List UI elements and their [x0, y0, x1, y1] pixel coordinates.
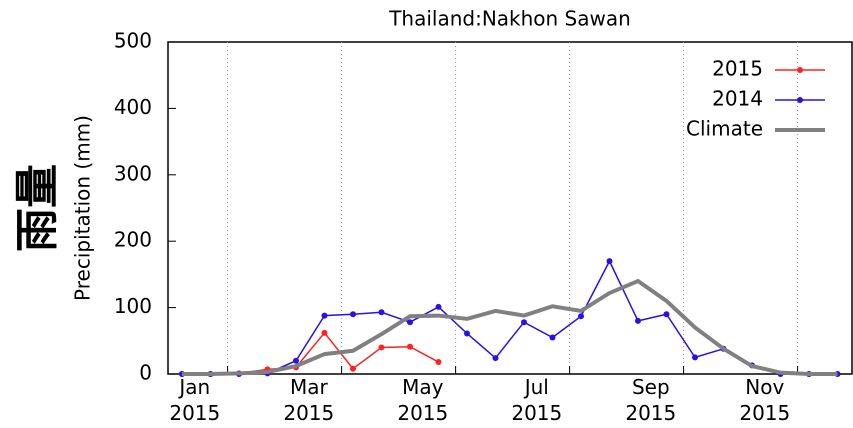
x-tick-label: Nov 2015	[739, 375, 791, 425]
point	[321, 329, 328, 336]
x-tick-label: Mar 2015	[283, 375, 335, 425]
chart-title: Thailand:Nakhon Sawan	[388, 7, 631, 31]
x-tick-label: Sep 2015	[625, 375, 677, 425]
legend-label: Climate	[686, 117, 763, 141]
point	[435, 303, 442, 310]
legend-label: 2014	[712, 87, 763, 111]
point	[635, 317, 641, 324]
point	[435, 359, 442, 366]
point	[378, 344, 385, 351]
point	[321, 312, 328, 319]
legend-marker	[797, 97, 803, 103]
point	[293, 357, 299, 364]
point	[350, 311, 356, 318]
point	[407, 319, 413, 326]
legend-label: 2015	[712, 57, 763, 81]
point	[549, 334, 556, 341]
point	[606, 258, 613, 265]
y-axis-label: Precipitation (mm)	[71, 115, 95, 301]
side-label: 雨量	[12, 164, 63, 252]
point	[350, 365, 356, 372]
point	[464, 330, 470, 337]
y-tick-label: 200	[114, 228, 152, 252]
y-tick-label: 400	[114, 95, 152, 119]
legend-marker	[797, 67, 803, 73]
point	[692, 354, 698, 361]
y-tick-label: 500	[114, 29, 152, 53]
point	[663, 311, 670, 318]
point	[492, 355, 499, 362]
y-tick-label: 300	[114, 161, 152, 185]
point	[407, 343, 413, 350]
x-tick-label: Jan 2015	[169, 375, 221, 425]
point	[578, 313, 584, 320]
x-tick-label: Jul 2015	[511, 375, 563, 425]
series-line	[182, 278, 838, 376]
x-tick-label: May 2015	[397, 375, 449, 425]
plot-frame	[167, 41, 853, 375]
point	[378, 309, 385, 316]
y-tick-label: 100	[114, 294, 152, 318]
point	[521, 319, 527, 326]
y-tick-label: 0	[139, 361, 152, 385]
